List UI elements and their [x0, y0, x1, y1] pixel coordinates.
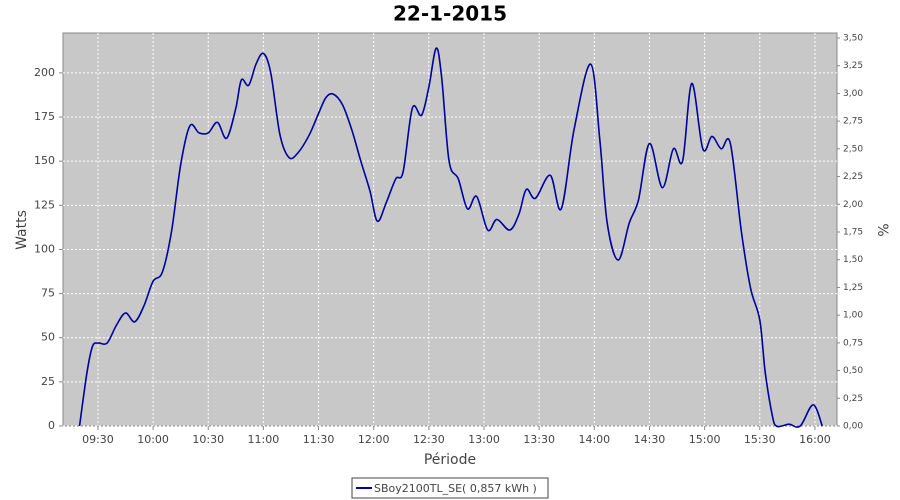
x-tick-label: 15:30 — [744, 433, 776, 446]
y-tick-label: 150 — [34, 154, 55, 167]
y2-tick-label: 1,00 — [843, 311, 863, 321]
y2-tick-label: 1,25 — [843, 283, 863, 293]
y2-tick-label: 3,50 — [843, 33, 863, 43]
chart-title: 22-1-2015 — [393, 2, 507, 26]
x-tick-label: 14:30 — [634, 433, 666, 446]
x-tick-label: 16:00 — [799, 433, 831, 446]
y-tick-label: 50 — [41, 331, 55, 344]
x-tick-label: 10:30 — [192, 433, 224, 446]
y-tick-label: 0 — [48, 419, 55, 432]
y2-tick-label: 0,25 — [843, 394, 863, 404]
y2-axis-label: % — [874, 223, 890, 236]
x-tick-label: 11:30 — [303, 433, 335, 446]
y-tick-label: 125 — [34, 198, 55, 211]
plot-area — [62, 32, 838, 427]
y2-tick-label: 0,00 — [843, 422, 863, 432]
y-tick-label: 200 — [34, 66, 55, 79]
legend — [351, 477, 549, 499]
x-tick-label: 09:30 — [82, 433, 114, 446]
y2-tick-label: 3,25 — [843, 61, 863, 71]
x-tick-label: 13:30 — [523, 433, 555, 446]
y-tick-label: 100 — [34, 242, 55, 255]
y2-tick-label: 2,50 — [843, 144, 863, 154]
y-tick-label: 25 — [41, 375, 55, 388]
y2-tick-label: 3,00 — [843, 89, 863, 99]
y2-tick-label: 2,25 — [843, 172, 863, 182]
y-tick-label: 175 — [34, 110, 55, 123]
x-tick-label: 15:00 — [689, 433, 721, 446]
y2-tick-label: 2,75 — [843, 117, 863, 127]
x-tick-label: 10:00 — [137, 433, 169, 446]
legend-label: SBoy2100TL_SE( 0,857 kWh ) — [374, 482, 537, 495]
x-tick-label: 14:00 — [578, 433, 610, 446]
x-tick-label: 12:00 — [358, 433, 390, 446]
y2-tick-label: 1,50 — [843, 255, 863, 265]
y-axis-label: Watts — [14, 210, 30, 250]
y2-tick-label: 0,50 — [843, 366, 863, 376]
y2-tick-label: 2,00 — [843, 200, 863, 210]
y2-tick-label: 0,75 — [843, 338, 863, 348]
x-tick-label: 12:30 — [413, 433, 445, 446]
y-tick-label: 75 — [41, 287, 55, 300]
x-tick-label: 11:00 — [248, 433, 280, 446]
x-axis-label: Période — [424, 452, 476, 468]
y2-tick-label: 1,75 — [843, 227, 863, 237]
series-line — [78, 47, 824, 428]
x-tick-label: 13:00 — [468, 433, 500, 446]
